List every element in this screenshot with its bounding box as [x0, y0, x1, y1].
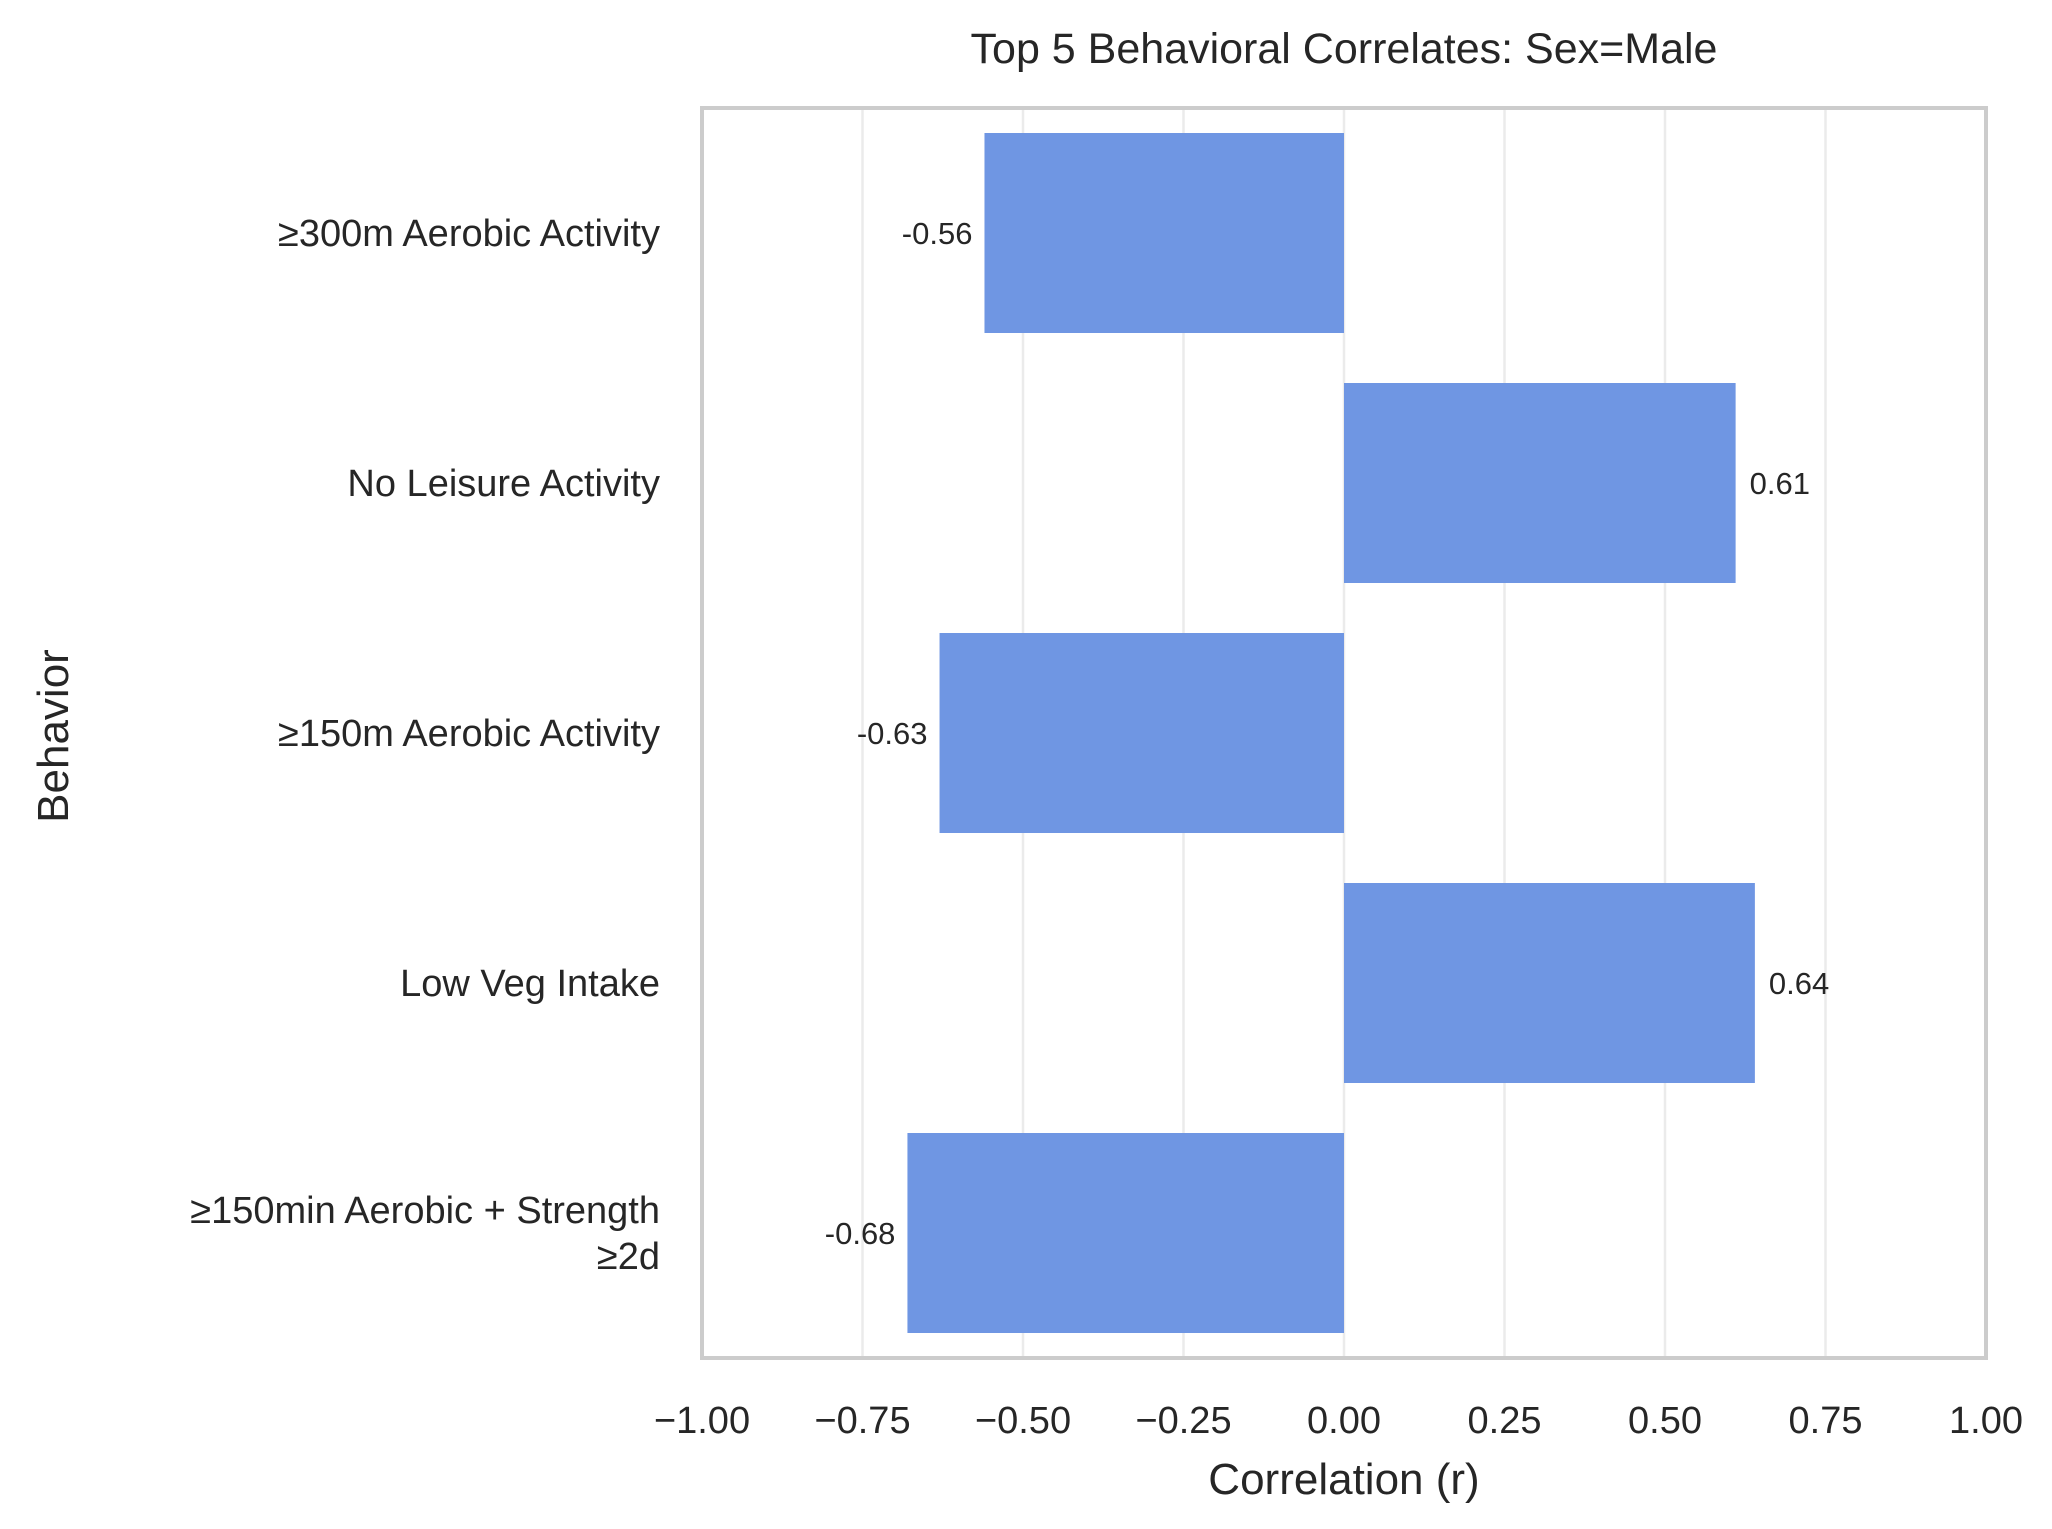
- category-label: ≥150m Aerobic Activity: [278, 713, 660, 755]
- category-label: ≥2d: [597, 1236, 660, 1278]
- x-tick-label: 0.50: [1628, 1400, 1702, 1442]
- bar-value-label: -0.56: [902, 216, 973, 251]
- plot-frame: [700, 106, 1988, 1360]
- chart-title: Top 5 Behavioral Correlates: Sex=Male: [971, 25, 1718, 73]
- category-label: ≥300m Aerobic Activity: [278, 213, 660, 255]
- x-tick-label: 0.00: [1307, 1400, 1381, 1442]
- bar-value-label: 0.61: [1750, 466, 1810, 501]
- x-tick-label: 1.00: [1949, 1400, 2023, 1442]
- x-tick-labels: −1.00 −0.75 −0.50 −0.25 0.00 0.25 0.50 0.75 1.00: [654, 1400, 2023, 1442]
- bar-value-label: 0.64: [1769, 966, 1829, 1001]
- bar: [939, 633, 1344, 833]
- data-labels: -0.56 0.61 -0.63 0.64 -0.68: [825, 216, 1829, 1251]
- bar: [984, 133, 1344, 333]
- bar-value-label: -0.68: [825, 1216, 896, 1251]
- category-label: ≥150min Aerobic + Strength: [190, 1190, 660, 1232]
- x-tick-label: −1.00: [654, 1400, 750, 1442]
- category-labels: ≥300m Aerobic Activity No Leisure Activit…: [190, 213, 660, 1278]
- category-label: No Leisure Activity: [347, 463, 660, 505]
- category-label: Low Veg Intake: [400, 963, 660, 1005]
- x-tick-label: −0.25: [1135, 1400, 1231, 1442]
- x-tick-label: −0.50: [975, 1400, 1071, 1442]
- bar: [907, 1133, 1344, 1333]
- bar: [1344, 383, 1736, 583]
- x-axis-label: Correlation (r): [1208, 1455, 1479, 1504]
- bar: [1344, 883, 1755, 1083]
- y-axis-label: Behavior: [29, 649, 78, 823]
- x-tick-label: 0.75: [1789, 1400, 1863, 1442]
- bar-value-label: -0.63: [857, 716, 928, 751]
- bars: [907, 133, 1755, 1333]
- x-tick-label: −0.75: [814, 1400, 910, 1442]
- x-tick-label: 0.25: [1468, 1400, 1542, 1442]
